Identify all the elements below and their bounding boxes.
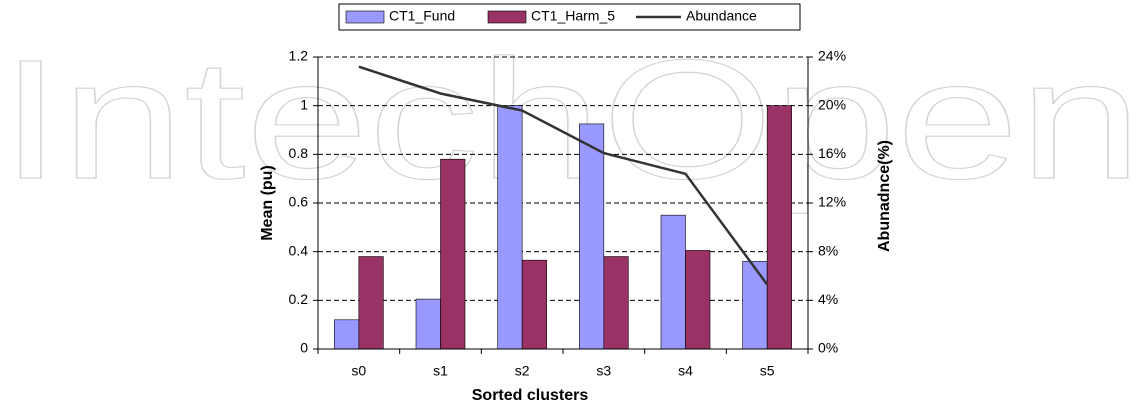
x-tick-label: s0 [351, 363, 366, 379]
bar [660, 214, 686, 350]
bar [603, 256, 629, 350]
y-tick-label: 0.2 [289, 291, 309, 307]
x-tick-label: s2 [515, 363, 530, 379]
y-tick-label: 0.6 [289, 194, 309, 210]
y-tick-label: 1.2 [289, 48, 309, 64]
bar [685, 250, 711, 350]
y2-tick-label: 16% [818, 145, 846, 161]
bar [766, 105, 792, 350]
legend-label: CT1_Fund [389, 8, 455, 24]
y2-tick-label: 12% [818, 194, 846, 210]
legend-label: Abundance [686, 8, 757, 24]
bar [579, 123, 605, 350]
x-tick-label: s3 [596, 363, 611, 379]
bar [358, 256, 384, 350]
bar [497, 105, 523, 350]
y2-tick-label: 4% [818, 291, 838, 307]
legend-label: CT1_Harm_5 [531, 8, 615, 24]
legend-swatch [487, 10, 527, 24]
y2-axis-title: Abunadnce(%) [876, 140, 893, 252]
watermark: IntechOpen [0, 25, 1142, 215]
bar [415, 298, 441, 350]
y2-tick-label: 24% [818, 48, 846, 64]
y2-tick-label: 0% [818, 340, 838, 356]
y-tick-label: 0.4 [289, 242, 309, 258]
y-tick-label: 0 [300, 340, 308, 356]
x-tick-label: s4 [678, 363, 693, 379]
y2-tick-label: 8% [818, 242, 838, 258]
bar [440, 158, 466, 350]
x-tick-label: s1 [433, 363, 448, 379]
y2-tick-label: 20% [818, 96, 846, 112]
bar [334, 319, 360, 350]
line [358, 65, 769, 286]
x-axis-title: Sorted clusters [472, 387, 589, 404]
bar [521, 259, 547, 350]
legend-swatch [345, 10, 385, 24]
y-axis-title: Mean (pu) [259, 165, 276, 241]
y-tick-label: 1 [300, 96, 308, 112]
x-tick-label: s5 [760, 363, 775, 379]
bar [742, 261, 768, 350]
legend-box [338, 3, 801, 31]
y-tick-label: 0.8 [289, 145, 309, 161]
